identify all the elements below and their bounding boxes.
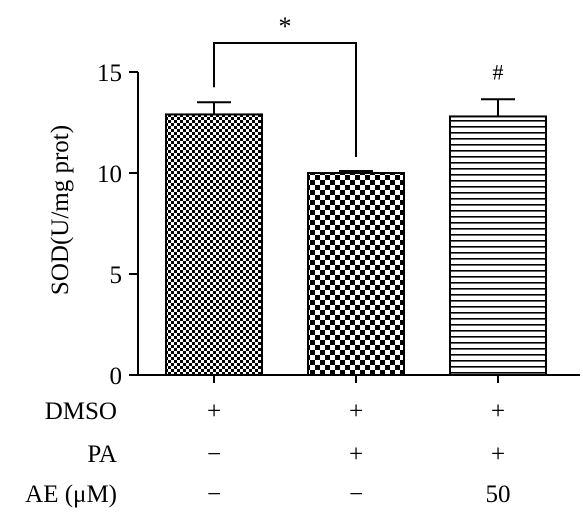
treatment-value: −: [207, 481, 221, 508]
bars: #: [165, 59, 547, 376]
bar-group: [307, 169, 405, 376]
treatment-value: +: [207, 398, 221, 425]
bar-group: [165, 101, 263, 376]
significance-mark: #: [493, 59, 504, 84]
significance-bracket: *: [213, 12, 357, 157]
y-tick-label: 15: [97, 60, 122, 87]
treatment-label: DMSO: [45, 398, 117, 425]
x-axis: [138, 374, 580, 383]
treatment-value: −: [349, 481, 363, 508]
treatment-value: +: [349, 441, 363, 468]
bracket-label: *: [279, 12, 292, 41]
y-axis-label: SOD(U/mg prot): [47, 125, 74, 295]
treatment-value: 50: [486, 481, 511, 508]
bar: [449, 115, 547, 376]
y-tick-label: 5: [110, 262, 123, 289]
treatment-label: AE (μM): [25, 481, 117, 508]
y-axis: 0 5 10 15: [97, 60, 139, 390]
y-tick-label: 0: [110, 363, 123, 390]
treatment-value: +: [491, 398, 505, 425]
bracket-line: [213, 42, 357, 157]
bar: [307, 172, 405, 376]
treatment-value: −: [207, 441, 221, 468]
treatment-value: +: [491, 441, 505, 468]
bar: [165, 113, 263, 376]
y-tick-label: 10: [97, 161, 122, 188]
bar-group: #: [449, 59, 547, 376]
treatment-value: +: [349, 398, 363, 425]
treatment-label: PA: [87, 441, 117, 468]
treatment-table: DMSO + + + PA − + + AE (μM) − − 50: [25, 398, 510, 508]
